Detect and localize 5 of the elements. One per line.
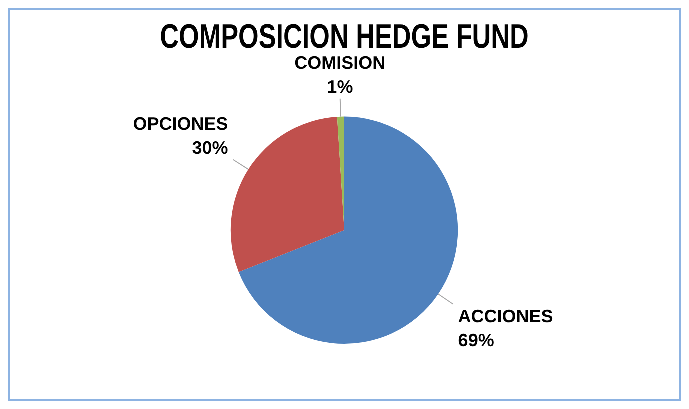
data-label: 1% xyxy=(327,76,354,97)
slice-label: ACCIONES xyxy=(458,306,554,326)
slice-label: OPCIONES xyxy=(133,114,228,134)
data-label: 30% xyxy=(192,138,228,158)
data-label: 69% xyxy=(458,330,494,350)
